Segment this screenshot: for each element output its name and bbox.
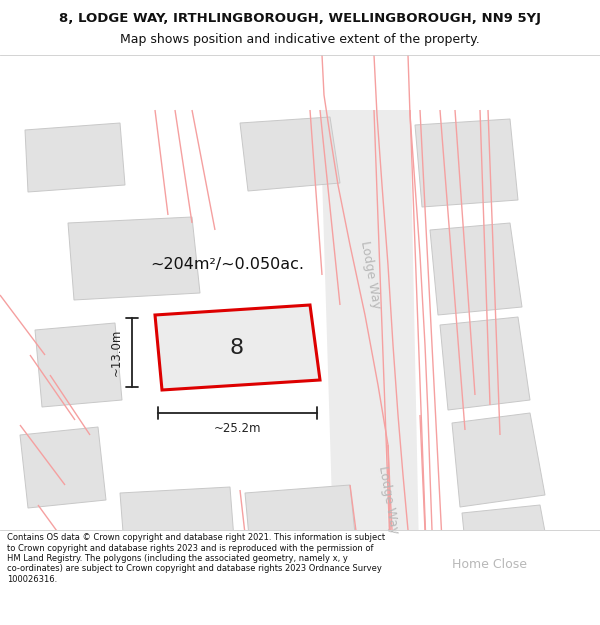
Text: Lodge Way: Lodge Way xyxy=(376,465,400,535)
Text: ~13.0m: ~13.0m xyxy=(110,329,122,376)
Text: 8, LODGE WAY, IRTHLINGBOROUGH, WELLINGBOROUGH, NN9 5YJ: 8, LODGE WAY, IRTHLINGBOROUGH, WELLINGBO… xyxy=(59,12,541,24)
Polygon shape xyxy=(20,427,106,508)
Polygon shape xyxy=(240,117,340,191)
Text: Contains OS data © Crown copyright and database right 2021. This information is : Contains OS data © Crown copyright and d… xyxy=(7,533,385,584)
Text: ~204m²/~0.050ac.: ~204m²/~0.050ac. xyxy=(150,258,304,272)
Text: Home Close: Home Close xyxy=(452,559,527,571)
Polygon shape xyxy=(415,119,518,207)
Text: Lodge Way: Lodge Way xyxy=(358,240,382,310)
Polygon shape xyxy=(452,413,545,507)
Polygon shape xyxy=(25,123,125,192)
Polygon shape xyxy=(375,110,420,600)
Polygon shape xyxy=(245,485,358,570)
Polygon shape xyxy=(440,317,530,410)
Polygon shape xyxy=(430,223,522,315)
Text: 8: 8 xyxy=(230,338,244,357)
Text: ~25.2m: ~25.2m xyxy=(214,422,261,436)
Polygon shape xyxy=(35,323,122,407)
Text: Map shows position and indicative extent of the property.: Map shows position and indicative extent… xyxy=(120,34,480,46)
Polygon shape xyxy=(462,505,555,593)
Polygon shape xyxy=(120,487,236,571)
Polygon shape xyxy=(320,110,390,600)
Polygon shape xyxy=(155,305,320,390)
Polygon shape xyxy=(68,217,200,300)
